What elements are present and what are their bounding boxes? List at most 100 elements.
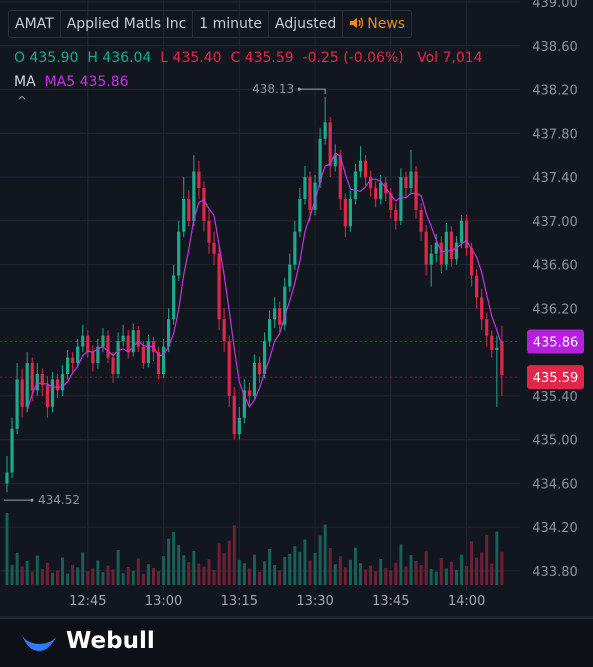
candle-body — [414, 171, 418, 210]
candle-body — [495, 347, 499, 350]
volume-bar — [30, 571, 34, 585]
candle-body — [116, 341, 120, 374]
news[interactable]: News — [343, 11, 411, 37]
candle-body — [60, 373, 65, 391]
candle-body — [318, 138, 322, 183]
candle-body — [76, 346, 80, 364]
collapse-icon[interactable]: ^ — [17, 94, 28, 108]
candle-body — [444, 231, 448, 265]
high: 436.04 — [102, 50, 152, 66]
indicator-value: MA5 435.86 — [44, 74, 129, 90]
volume-bar — [172, 531, 176, 585]
high-dot — [297, 87, 301, 91]
low-dot — [30, 498, 34, 502]
candle-body — [459, 220, 464, 243]
candle-body — [439, 242, 443, 265]
candle-body — [242, 390, 246, 418]
h-label: H — [87, 50, 98, 66]
volume-bar — [399, 544, 403, 585]
volume-bar — [495, 531, 499, 585]
y-tick-label: 435.40 — [532, 390, 578, 405]
volume-bar — [475, 557, 479, 585]
candle-body — [227, 341, 231, 396]
volume-bar — [480, 552, 484, 585]
candle-body — [278, 308, 282, 325]
y-tick-label: 436.20 — [532, 302, 578, 317]
volume-bar — [449, 561, 453, 585]
candle-body — [475, 275, 479, 298]
volume-bar — [414, 560, 418, 585]
candle-body — [141, 346, 145, 364]
candle-body — [96, 346, 100, 364]
volume-bar — [379, 558, 383, 585]
y-tick-label: 437.40 — [532, 171, 578, 186]
volume-bar — [61, 557, 65, 585]
candle-body — [45, 384, 49, 407]
volume-bar — [343, 567, 347, 585]
candle-body — [424, 231, 428, 265]
volume-bar — [313, 552, 317, 585]
volume-bar — [444, 568, 448, 585]
candle-body — [247, 390, 251, 396]
candle-body — [374, 187, 378, 199]
volume-bar — [106, 565, 110, 585]
volume-bar — [364, 569, 368, 585]
indicator-label[interactable]: MA — [14, 74, 36, 90]
y-tick-label: 436.60 — [532, 259, 578, 274]
volume-bar — [328, 548, 332, 585]
candle-body — [25, 363, 29, 407]
volume-bar — [247, 568, 251, 585]
quote-line: O 435.90 H 436.04 L 435.40 C 435.59 -0.2… — [14, 50, 483, 66]
volume-bar — [490, 563, 494, 585]
y-tick-label: 435.00 — [532, 434, 578, 449]
volume-bar — [71, 564, 75, 585]
volume-bar — [470, 541, 474, 585]
volume-bar — [81, 552, 85, 585]
volume-bar — [374, 571, 378, 585]
volume-bar — [162, 556, 166, 585]
candle-body — [136, 330, 140, 347]
candle-body — [111, 357, 115, 374]
interval[interactable]: 1 minute — [193, 11, 269, 37]
candle-body — [161, 346, 166, 374]
candle-body — [237, 417, 241, 435]
candle-body — [323, 122, 327, 139]
close: 435.59 — [244, 50, 294, 66]
volume-bar — [222, 553, 226, 585]
candle-body — [333, 155, 337, 167]
volume-bar — [217, 543, 221, 585]
volume-bar — [252, 554, 256, 585]
candle-body — [55, 379, 60, 391]
indicator-line: MA MA5 435.86 ^ — [14, 74, 129, 108]
adjustment[interactable]: Adjusted — [269, 11, 344, 37]
volume-bar — [353, 547, 357, 585]
candle-body — [303, 177, 307, 199]
volume-bar — [121, 573, 125, 585]
candle-body — [470, 248, 474, 276]
volume-bar — [136, 558, 140, 585]
candle-body — [369, 177, 373, 188]
candle-body — [50, 379, 55, 407]
volume-bar — [167, 538, 171, 585]
symbol[interactable]: AMAT — [9, 11, 61, 37]
candle-body — [328, 122, 332, 167]
volume-bar — [96, 560, 100, 585]
candle-body — [86, 335, 90, 353]
volume-bar — [40, 568, 44, 585]
candle-body — [232, 395, 236, 435]
volume-bar — [439, 558, 443, 585]
ma-line — [26, 152, 503, 411]
candle-body — [348, 198, 352, 227]
volume-bar — [419, 565, 423, 585]
volume-bar — [283, 557, 287, 585]
x-tick-label: 13:30 — [296, 594, 333, 609]
price-tag — [527, 329, 584, 354]
candle-body — [363, 160, 368, 178]
volume-bar — [465, 566, 469, 585]
candle-body — [252, 363, 257, 396]
candle-body — [343, 198, 347, 227]
candle-body — [30, 363, 34, 391]
candle-body — [500, 341, 504, 376]
volume-bar — [303, 539, 307, 585]
candle-body — [429, 253, 433, 265]
